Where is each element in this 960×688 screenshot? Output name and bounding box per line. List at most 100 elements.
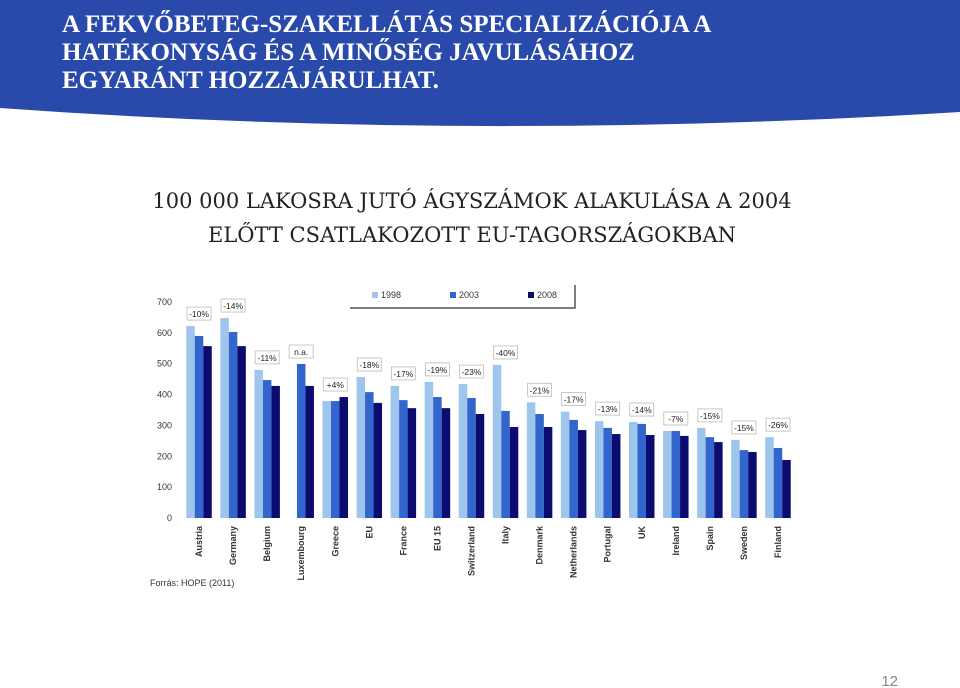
x-tick-label: Germany (228, 526, 238, 565)
x-tick-label: Spain (705, 526, 715, 551)
y-tick-label: 500 (157, 359, 172, 369)
bar (237, 346, 246, 518)
source: Forrás: HOPE (2011) (150, 578, 234, 588)
annotation-box (459, 364, 484, 379)
bar (475, 414, 485, 518)
annotation: -15% (700, 411, 720, 421)
bar (748, 451, 757, 518)
bar (739, 450, 749, 518)
annotation-box (697, 408, 723, 423)
bar (390, 385, 400, 518)
annotation: -15% (734, 423, 754, 433)
bar (365, 392, 374, 518)
x-tick-label: Luxembourg (296, 526, 306, 581)
bar (194, 335, 204, 518)
annotation-box (595, 401, 621, 416)
chart-title: ELŐTT CSATLAKOZOTT EU-TAGORSZÁGOKBAN (208, 222, 736, 247)
bar (637, 423, 646, 518)
bar (322, 401, 331, 518)
annotation: -40% (496, 348, 516, 358)
legend-label: 2003 (459, 290, 479, 300)
bar (407, 408, 417, 518)
x-tick-label: Italy (501, 526, 511, 544)
bar (535, 414, 544, 518)
x-tick-label: EU 15 (432, 526, 442, 551)
annotation: -18% (359, 360, 379, 370)
y-tick-label: 600 (157, 328, 172, 338)
bar (433, 397, 442, 518)
x-tick-label: EU (364, 526, 374, 539)
annotation-box (493, 345, 518, 360)
header-title: HATÉKONYSÁG ÉS A MINŐSÉG JAVULÁSÁHOZ (62, 37, 635, 66)
bar (509, 426, 519, 518)
bar (458, 384, 468, 518)
bar (603, 427, 612, 518)
bar (441, 408, 451, 518)
x-tick-label: Belgium (262, 526, 272, 562)
bar (254, 369, 263, 518)
annotation: n.a. (294, 347, 308, 357)
bar (331, 401, 340, 518)
annotation: -17% (393, 369, 413, 379)
bar (782, 459, 791, 518)
annotation-box (356, 357, 382, 372)
annotation: -21% (530, 385, 550, 395)
bar (467, 397, 476, 518)
bar (629, 422, 638, 518)
annotation-box (322, 377, 348, 392)
annotation: -26% (768, 420, 788, 430)
annotation: -10% (189, 309, 209, 319)
y-tick-label: 0 (167, 513, 172, 523)
bar (220, 318, 229, 518)
annotation-box (765, 417, 791, 432)
annotation: -17% (564, 395, 584, 405)
bar (697, 427, 706, 518)
annotation: +4% (327, 380, 345, 390)
annotation-box (663, 411, 689, 426)
legend-swatch (528, 292, 534, 298)
bar (203, 346, 212, 518)
header-band (0, 0, 960, 127)
bar (492, 364, 502, 518)
bar (671, 430, 681, 518)
legend-swatch (372, 292, 378, 298)
bar (663, 430, 672, 518)
x-tick-label: Finland (773, 526, 783, 558)
bar (356, 376, 366, 518)
y-tick-label: 300 (157, 420, 172, 430)
chart-title: 100 000 LAKOSRA JUTÓ ÁGYSZÁMOK ALAKULÁSA… (152, 188, 791, 213)
annotation: -7% (668, 414, 684, 424)
header-title: A FEKVŐBETEG-SZAKELLÁTÁS SPECIALIZÁCIÓJA… (62, 9, 711, 38)
bar (228, 331, 238, 518)
legend-swatch (450, 292, 456, 298)
bar (373, 402, 383, 518)
y-tick-label: 400 (157, 390, 172, 400)
x-tick-label: Netherlands (569, 526, 579, 578)
legend-label: 1998 (381, 290, 401, 300)
legend-label: 2008 (537, 290, 557, 300)
bar (680, 435, 689, 518)
bar (765, 437, 774, 518)
bar (296, 364, 306, 518)
bar (731, 439, 740, 518)
header-title: EGYARÁNT HOZZÁJÁRULHAT. (62, 66, 439, 94)
bar (543, 426, 553, 518)
y-tick-label: 700 (157, 297, 172, 307)
bar (705, 437, 715, 518)
annotation-box (390, 366, 416, 381)
annotation: -11% (258, 353, 278, 363)
bar (594, 421, 604, 518)
y-tick-label: 200 (157, 451, 172, 461)
bar (526, 402, 536, 518)
annotation-box (561, 392, 587, 406)
bar (569, 419, 578, 518)
annotation: -13% (598, 404, 618, 414)
annotation: -19% (427, 365, 447, 375)
annotation-box (288, 344, 314, 359)
x-tick-label: Austria (194, 525, 204, 557)
bar (424, 381, 434, 518)
y-tick-label: 100 (157, 482, 172, 492)
page-number: 12 (881, 673, 898, 688)
x-tick-label: Portugal (603, 526, 613, 563)
